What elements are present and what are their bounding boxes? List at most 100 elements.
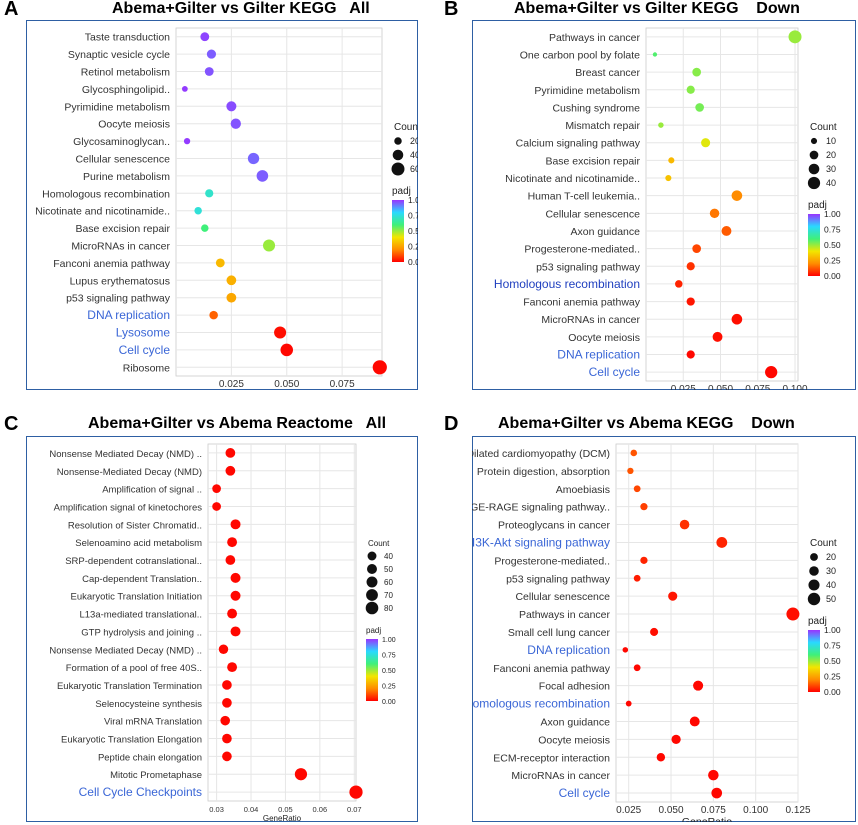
term-dot [206, 49, 217, 59]
x-tick-label: 0.025 [616, 805, 641, 816]
size-legend-title: Count [810, 122, 837, 133]
dot-plot-a: 0.025 0.050 0.075 Taste transduction Synapti… [35, 27, 418, 390]
term-label: Breast cancer [575, 67, 640, 79]
term-label: Pyrimidine metabolism [64, 101, 170, 113]
term-label: AGE-RAGE signaling pathway.. [472, 502, 610, 514]
term-dot [693, 680, 704, 691]
size-legend-label: 30 [826, 566, 836, 576]
term-dot [225, 465, 236, 476]
x-tick-label: 0.03 [209, 805, 224, 814]
color-legend-label: 0.50 [824, 656, 841, 666]
size-legend-label: 30 [826, 164, 836, 174]
color-legend-label: 0.25 [408, 242, 418, 252]
term-dot [218, 644, 229, 655]
term-label: Axon guidance [541, 716, 611, 728]
term-label: DNA replication [87, 308, 170, 322]
term-label: MicroRNAs in cancer [541, 314, 640, 326]
term-dot [222, 733, 232, 744]
panel-frame [472, 436, 856, 822]
term-dot [633, 664, 641, 672]
term-label: Nonsense-Mediated Decay (NMD) [57, 467, 202, 478]
size-legend-label: 70 [384, 591, 393, 600]
color-legend-label: 0.75 [408, 211, 418, 221]
term-label: Base excision repair [545, 155, 640, 167]
term-dot [294, 768, 308, 781]
x-tick-label: 0.050 [708, 384, 733, 390]
term-dot [247, 152, 260, 165]
term-dot [222, 697, 232, 708]
color-legend-title: padj [366, 626, 381, 635]
term-label: Dilated cardiomyopathy (DCM) [472, 448, 610, 460]
term-label: Base excision repair [75, 223, 170, 235]
term-dot [633, 485, 641, 493]
term-dot [765, 366, 778, 379]
term-label: Homologous recombination [494, 277, 640, 291]
size-legend-dot [367, 564, 377, 574]
term-label: Lupus erythematosus [70, 275, 170, 287]
color-legend-label: 0.25 [824, 256, 841, 266]
term-label: Eukaryotic Translation Initiation [71, 592, 202, 603]
term-label: Cell Cycle Checkpoints [79, 785, 202, 799]
term-label: Axon guidance [571, 226, 641, 238]
size-legend-dot [394, 137, 402, 145]
x-tick-label: 0.100 [783, 384, 808, 390]
size-legend-label: 80 [384, 604, 393, 613]
term-label: Cap-dependent Translation.. [82, 574, 202, 585]
term-label: Cellular senescence [545, 208, 640, 220]
panel-title: Abema+Gilter vs Gilter KEGG Down [514, 0, 800, 17]
term-label: Oocyte meiosis [538, 734, 610, 746]
x-tick-label: 0.050 [274, 379, 299, 390]
term-dot [349, 785, 363, 799]
size-legend-label: 20 [826, 150, 836, 160]
size-legend-label: 40 [826, 178, 836, 188]
color-legend-label: 0.50 [408, 226, 418, 236]
size-legend-dot [392, 149, 404, 161]
term-dot [675, 280, 683, 288]
x-tick-label: 0.025 [219, 379, 244, 390]
term-label: Mismatch repair [565, 120, 640, 132]
term-label: Retinol metabolism [81, 67, 171, 79]
term-dot [788, 30, 802, 44]
term-dot [656, 753, 666, 762]
term-label: Viral mRNA Translation [104, 717, 202, 728]
size-legend-label: 50 [826, 594, 836, 604]
term-dot [226, 101, 237, 112]
term-dot [262, 239, 276, 252]
term-dot [731, 190, 743, 201]
color-legend-label: 0.25 [824, 672, 841, 682]
size-legend-dot [366, 576, 378, 588]
term-label: Purine metabolism [83, 171, 170, 183]
size-legend-title: Count [368, 539, 390, 548]
term-dot [625, 700, 632, 707]
size-legend-title: Count [810, 538, 837, 549]
term-label: Protein digestion, absorption [477, 466, 610, 478]
panel-frame [472, 20, 856, 390]
panel-letter: A [4, 0, 19, 20]
term-label: Peptide chain elongation [98, 752, 202, 763]
term-dot [731, 313, 743, 325]
term-dot [227, 608, 238, 619]
term-label: Nonsense Mediated Decay (NMD) .. [49, 449, 202, 460]
size-legend-label: 50 [384, 565, 393, 574]
size-legend-title: Count [394, 122, 418, 133]
x-tick-label: 0.04 [244, 805, 259, 814]
color-legend-label: 1.00 [824, 625, 841, 635]
term-dot [712, 331, 723, 342]
size-legend-dot [808, 579, 820, 591]
term-dot [209, 310, 218, 320]
size-legend-label: 60 [384, 578, 393, 587]
term-label: p53 signaling pathway [506, 573, 611, 585]
term-label: Progesterone-mediated.. [494, 555, 610, 567]
term-dot [716, 537, 728, 548]
term-label: GTP hydrolysis and joining .. [81, 627, 202, 638]
term-label: p53 signaling pathway [66, 293, 171, 305]
term-dot [201, 224, 209, 232]
dot-plot-d: 0.025 0.050 0.075 0.100 0.125 Dilated cardiom… [472, 443, 841, 822]
term-label: Pyrimidine metabolism [534, 85, 640, 97]
color-legend-title: padj [808, 200, 827, 211]
x-tick-label: 0.125 [785, 805, 810, 816]
term-dot [689, 716, 700, 727]
term-dot [230, 626, 241, 637]
term-dot [709, 208, 720, 219]
term-dot [652, 52, 658, 57]
